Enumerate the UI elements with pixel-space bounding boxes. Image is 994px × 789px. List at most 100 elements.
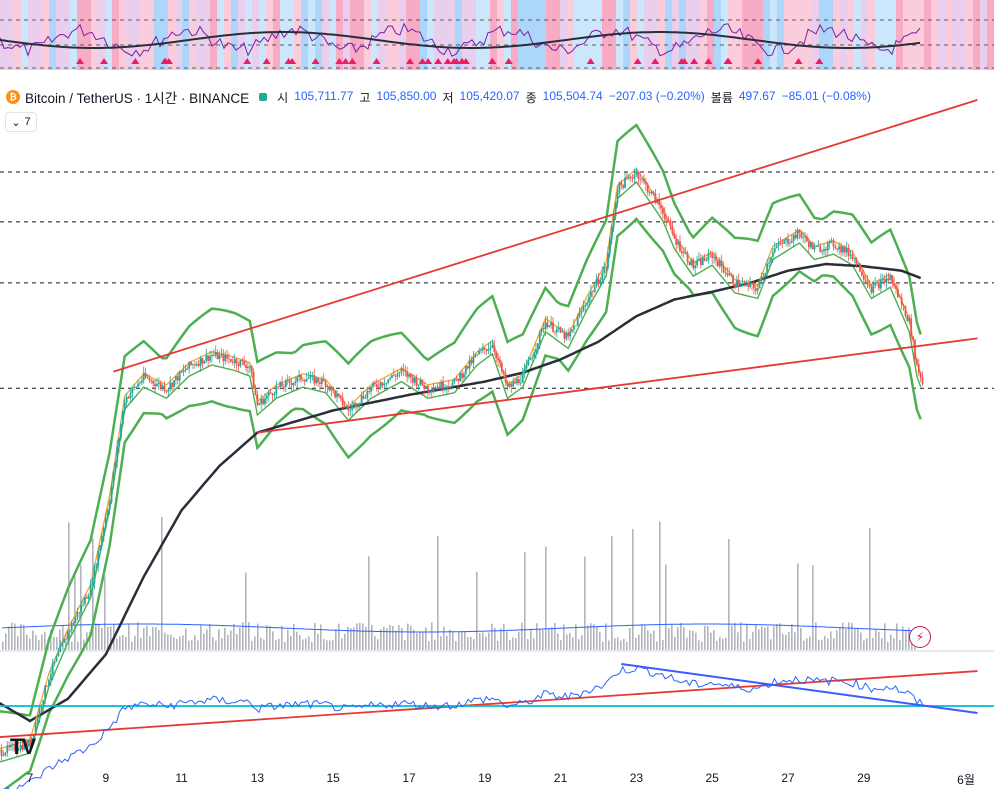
strip-band <box>413 0 420 70</box>
candle-body <box>591 291 594 293</box>
strip-band <box>21 0 28 70</box>
candle-body <box>351 405 354 410</box>
volume-bar <box>623 638 625 650</box>
candle-body <box>893 283 896 286</box>
candle-body <box>904 306 907 316</box>
time-axis-label: 13 <box>250 771 265 785</box>
strip-band <box>28 0 35 70</box>
candle-body <box>392 374 395 376</box>
trendlines[interactable] <box>0 99 978 738</box>
candle-body <box>788 242 791 244</box>
candle-body <box>470 359 473 364</box>
candle-body <box>358 402 361 406</box>
candle-body <box>830 240 833 242</box>
candle-body <box>21 744 24 750</box>
strip-band <box>357 0 364 70</box>
candle-body <box>768 262 770 264</box>
candle-body <box>209 356 211 361</box>
candle-body <box>478 351 481 355</box>
signal-up-marker <box>677 58 686 64</box>
volume-bar <box>710 632 712 650</box>
time-axis-label: 25 <box>705 771 719 785</box>
strip-band <box>399 0 406 70</box>
candle-body <box>413 377 416 383</box>
candle-body <box>17 749 20 751</box>
candle-body <box>889 275 892 281</box>
candle-body <box>347 406 350 411</box>
candle-body <box>34 723 37 734</box>
symbol-title[interactable]: Bitcoin / TetherUS · 1시간 · BINANCE <box>25 91 250 106</box>
candle-body <box>46 685 48 687</box>
volume-bar <box>149 636 151 650</box>
volume-bar <box>830 631 832 650</box>
candle-body <box>190 361 192 365</box>
candle-body <box>328 386 331 391</box>
candle-body <box>175 376 177 381</box>
candle-body <box>195 364 198 366</box>
candle-body <box>370 386 372 392</box>
candle-body <box>222 354 225 362</box>
candle-body <box>447 386 450 388</box>
candle-body <box>61 642 64 646</box>
volume-bar <box>416 633 418 650</box>
candle-body <box>148 378 151 381</box>
volume-bar <box>584 556 586 650</box>
candle-body <box>360 395 363 403</box>
volume-bar <box>644 625 646 650</box>
candle-body <box>296 377 299 382</box>
candle-body <box>883 278 886 283</box>
volume-bar <box>140 637 142 650</box>
time-axis-label: 6월 <box>957 773 975 787</box>
candle-body <box>313 375 316 384</box>
indicator-toggle-button[interactable]: ⌄ 7 <box>5 112 37 132</box>
strip-band <box>0 0 7 70</box>
candle-body <box>368 390 371 392</box>
strip-band <box>14 0 21 70</box>
volume-bar <box>71 641 73 650</box>
candle-body <box>559 327 562 333</box>
candle-body <box>610 226 613 238</box>
volume-bar <box>440 636 442 650</box>
candle-body <box>641 178 643 180</box>
volume-bar <box>209 623 211 650</box>
volume-bar <box>203 633 205 650</box>
lightning-icon[interactable]: ⚡ <box>909 626 931 648</box>
volume-bar <box>653 630 655 650</box>
candle-body <box>671 226 674 234</box>
candle-body <box>472 356 475 364</box>
candle-body <box>832 240 835 247</box>
candle-body <box>847 247 850 256</box>
candle-body <box>415 377 418 386</box>
volume-bar <box>794 632 796 650</box>
volume-bar <box>809 636 811 650</box>
candle-body <box>675 238 678 245</box>
candle-body <box>660 205 662 209</box>
candle-body <box>861 271 863 276</box>
candle-body <box>165 390 168 392</box>
candle-body <box>336 393 338 398</box>
volume-bar <box>668 628 670 650</box>
volume-bar <box>194 635 196 650</box>
strip-band <box>644 0 651 70</box>
strip-band <box>805 0 812 70</box>
candle-body <box>72 622 75 624</box>
candle-body <box>688 261 691 265</box>
time-axis[interactable]: 7 9 11 13 15 17 19 21 23 25 27 29 6월 <box>0 768 994 788</box>
volume-bar <box>485 636 487 650</box>
candle-body <box>546 322 549 328</box>
candle-body <box>284 380 287 388</box>
candle-body <box>356 405 359 408</box>
volume-bar <box>671 624 673 650</box>
candle-body <box>129 393 132 399</box>
volume-bar <box>452 632 454 650</box>
volume-bar <box>467 637 469 650</box>
volume-bar <box>179 636 181 650</box>
volume-bar <box>551 627 553 650</box>
volume-bar <box>326 640 328 650</box>
candle-body <box>140 380 143 383</box>
candle-body <box>163 385 166 391</box>
candle-body <box>635 171 638 175</box>
volume-bar <box>524 551 526 650</box>
candle-body <box>446 386 448 389</box>
